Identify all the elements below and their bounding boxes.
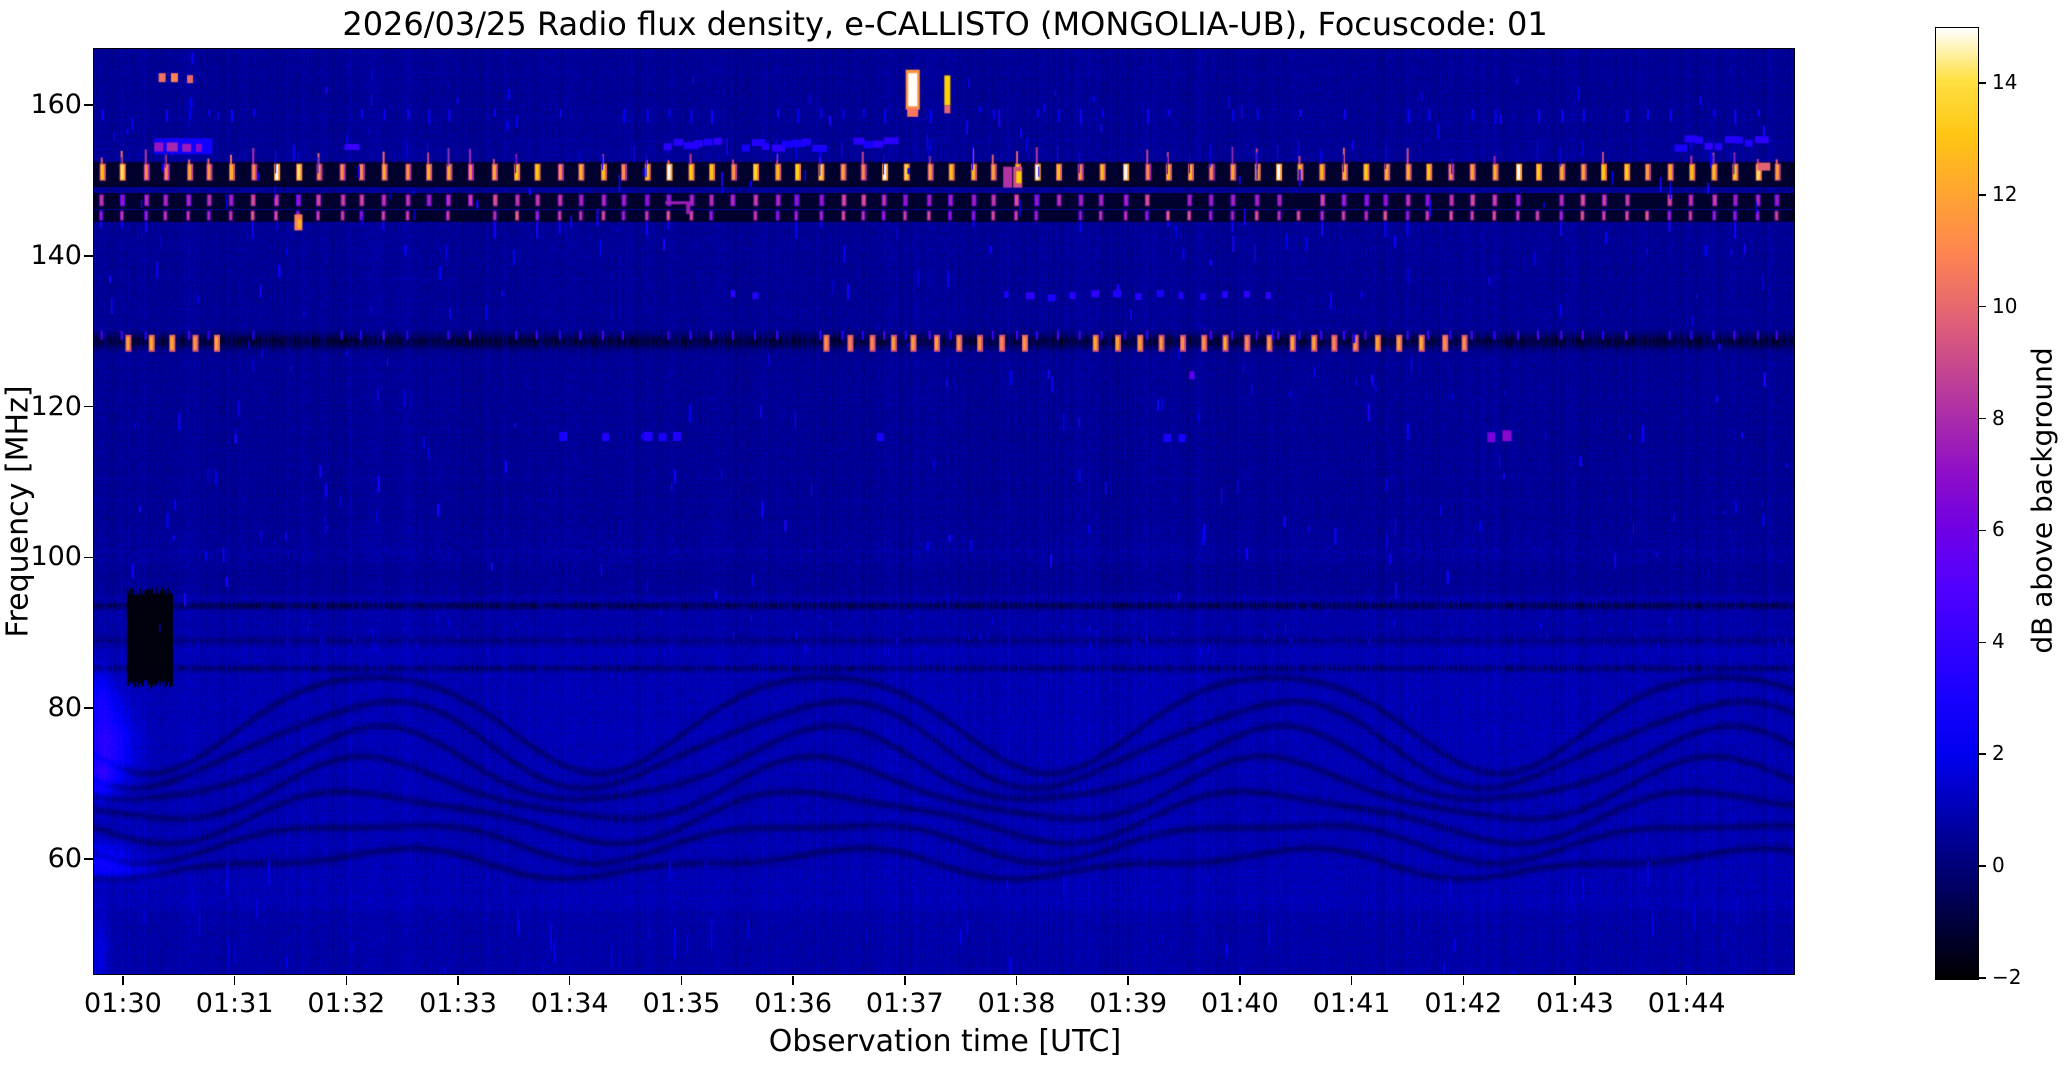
y-tick-mark [84,858,93,860]
colorbar-tick-mark [1978,977,1986,979]
plot-area [93,48,1795,975]
colorbar-tick-label: −2 [1992,965,2022,989]
x-tick-mark [1015,976,1018,985]
colorbar-tick-label: 8 [1992,405,2005,430]
colorbar-tick-mark [1978,865,1986,867]
x-tick-label: 01:35 [642,988,721,1019]
x-tick-mark [457,976,459,985]
x-tick-mark [1574,976,1576,985]
y-tick-label: 60 [47,842,82,874]
y-tick-label: 80 [47,692,82,724]
colorbar-tick-mark [1978,305,1986,308]
x-axis-title: Observation time [UTC] [768,1024,1122,1059]
x-tick-label: 01:32 [307,988,386,1019]
x-tick-label: 01:37 [865,988,944,1019]
y-tick-mark [84,405,93,408]
colorbar-tick-mark [1978,194,1986,196]
colorbar-tick-label: 0 [1992,853,2005,878]
colorbar-tick-mark [1978,641,1986,644]
colorbar-tick-label: 2 [1992,741,2005,766]
y-tick-label: 160 [30,89,82,121]
x-tick-mark [233,976,236,985]
colorbar-tick-label: 14 [1992,69,2018,94]
x-tick-label: 01:39 [1089,988,1168,1019]
x-tick-mark [345,976,348,985]
x-tick-mark [1350,976,1353,985]
y-tick-mark [84,255,93,257]
x-tick-label: 01:31 [195,988,274,1019]
x-tick-label: 01:42 [1424,988,1503,1019]
colorbar-tick-label: 10 [1992,293,2018,318]
x-tick-mark [568,976,571,985]
x-tick-mark [1127,976,1129,985]
y-axis-title: Frequency [MHz] [0,385,36,638]
x-tick-mark [122,976,124,985]
x-tick-label: 01:41 [1312,988,1391,1019]
y-tick-mark [84,104,93,106]
colorbar-tick-mark [1978,753,1986,755]
colorbar-tick-label: 6 [1992,517,2005,542]
y-tick-mark [84,707,93,709]
x-tick-label: 01:36 [754,988,832,1019]
chart-title: 2026/03/25 Radio flux density, e-CALLIST… [342,5,1548,43]
x-tick-mark [1685,976,1688,985]
y-tick-label: 140 [30,239,82,271]
colorbar-tick-mark [1978,529,1986,532]
colorbar-tick-label: 12 [1992,181,2018,206]
colorbar [1935,27,1979,980]
x-tick-label: 01:38 [977,988,1056,1019]
y-tick-label: 100 [30,541,82,573]
x-tick-mark [904,976,906,985]
x-tick-label: 01:33 [419,988,497,1019]
x-tick-label: 01:30 [84,988,162,1019]
x-tick-mark [680,976,683,985]
colorbar-tick-mark [1978,417,1986,420]
x-tick-label: 01:40 [1200,988,1279,1019]
x-tick-mark [1239,976,1241,985]
x-tick-label: 01:34 [530,988,609,1019]
x-tick-mark [792,976,794,985]
y-tick-label: 120 [30,390,82,422]
x-tick-label: 01:44 [1647,988,1726,1019]
colorbar-tick-label: 4 [1992,629,2005,654]
y-tick-mark [84,556,93,559]
x-tick-mark [1462,976,1464,985]
spectrogram-canvas [94,49,1794,974]
colorbar-tick-mark [1978,82,1986,84]
x-tick-label: 01:43 [1536,988,1614,1019]
